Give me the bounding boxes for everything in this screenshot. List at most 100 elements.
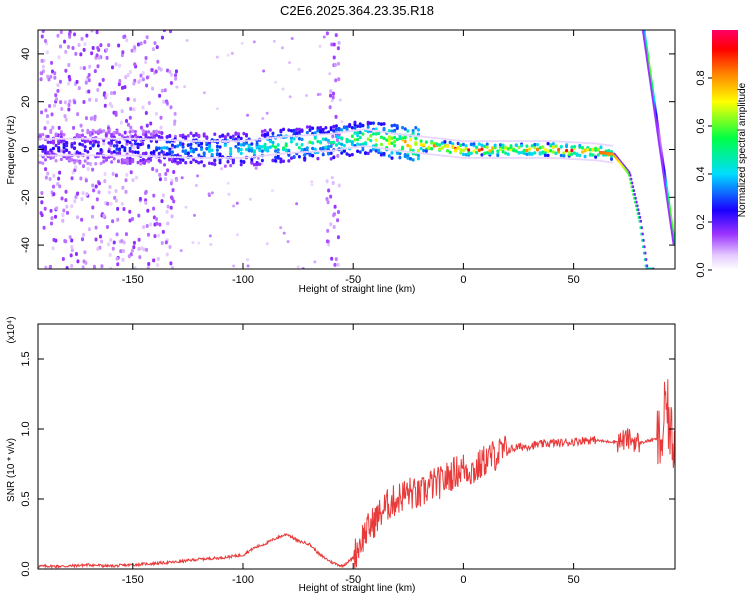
spectrogram-cell	[155, 129, 159, 134]
spectrogram-cell	[300, 137, 304, 142]
spectrogram-cell	[91, 45, 95, 50]
spectrogram-cell	[170, 214, 174, 219]
spectrogram-cell	[107, 141, 111, 145]
spectrogram-cell	[348, 153, 352, 158]
spectrogram-cell	[126, 73, 130, 78]
spectrogram-cell	[632, 185, 635, 189]
spectrogram-cell	[260, 154, 264, 157]
spectrogram-cell	[213, 140, 217, 143]
spectrogram-cell	[94, 154, 98, 157]
spectrogram-cell	[509, 145, 513, 149]
spectrogram-cell	[387, 154, 391, 158]
spectrogram-cell	[520, 140, 524, 143]
spectrogram-cell	[166, 204, 170, 209]
spectrogram-cell	[186, 151, 190, 156]
spectrogram-cell	[111, 219, 115, 224]
spectrogram-cell	[340, 128, 344, 132]
spectrogram-cell	[110, 137, 114, 140]
spectrogram-cell	[260, 149, 264, 153]
spectrogram-cell	[255, 138, 259, 141]
spectrogram-cell	[522, 140, 526, 143]
spectrogram-cell	[461, 142, 465, 147]
spectrogram-cell	[295, 134, 299, 137]
spectrogram-cell	[38, 160, 42, 165]
spectrogram-cell	[483, 140, 487, 143]
spectrogram-cell	[332, 129, 336, 133]
spectrogram-cell	[51, 125, 55, 130]
spectrogram-cell	[543, 150, 547, 155]
spectrogram-cell	[200, 160, 204, 164]
spectrogram-cell	[459, 151, 463, 155]
spectrogram-cell	[493, 143, 497, 148]
spectrogram-cell	[68, 77, 72, 82]
spectrogram-cell	[176, 160, 180, 165]
spectrogram-cell	[401, 150, 405, 153]
spectrogram-cell	[591, 148, 595, 152]
spectrogram-cell	[629, 173, 632, 177]
spectrogram-cell	[631, 181, 634, 185]
spectrogram-cell	[165, 134, 169, 139]
spectrogram-cell	[155, 133, 159, 137]
spectrogram-cell	[260, 162, 264, 166]
spectrogram-cell	[319, 133, 323, 136]
spectrogram-cell	[218, 158, 222, 162]
spectrogram-cell	[464, 156, 468, 159]
spectrogram-cell	[268, 153, 272, 156]
spectrogram-cell	[213, 158, 217, 162]
spectrogram-cell	[75, 154, 79, 157]
spectrogram-cell	[81, 154, 85, 157]
spectrogram-cell	[109, 266, 113, 269]
spectrogram-cell	[38, 145, 42, 149]
spectrogram-cell	[202, 152, 206, 156]
spectrogram-cell	[229, 149, 233, 154]
spectrogram-cell	[152, 138, 156, 141]
spectrogram-cell	[483, 151, 487, 156]
spectrogram-cell	[139, 142, 143, 147]
spectrogram-cell	[638, 212, 641, 216]
spectrogram-cell	[390, 123, 394, 128]
spectrogram-cell	[393, 128, 397, 133]
spectrogram-cell	[152, 134, 156, 138]
spectrogram-cell	[350, 140, 354, 145]
spectrogram-cell	[419, 139, 423, 143]
spectrogram-cell	[145, 247, 149, 252]
spectrogram-cell	[96, 46, 100, 51]
spectrogram-cell	[260, 145, 264, 149]
spectrogram-cell	[120, 85, 124, 90]
spectrogram-cell	[141, 138, 145, 141]
spectrogram-cell	[551, 145, 555, 150]
spectrogram-cell	[43, 151, 47, 155]
spectrogram-cell	[125, 160, 129, 165]
spectrogram-cell	[43, 148, 47, 152]
spectrogram-cell	[146, 208, 150, 213]
spectrogram-cell	[292, 130, 296, 135]
spectrogram-cell	[41, 132, 45, 137]
spectrogram-cell	[477, 142, 481, 146]
spectrogram-cell	[120, 144, 124, 149]
spectrogram-cell	[40, 191, 44, 196]
spectrogram-cell	[99, 43, 103, 48]
spectrogram-cell	[393, 135, 397, 140]
spectrogram-cell	[409, 144, 413, 149]
spectrogram-cell	[361, 145, 365, 148]
spectrogram-cell	[369, 129, 373, 132]
spectrogram-cell	[58, 184, 62, 189]
spectrogram-cell	[169, 105, 173, 110]
spectrogram-cell	[43, 158, 47, 162]
spectrogram-cell	[197, 153, 201, 157]
spectrogram-cell	[583, 141, 587, 144]
spectrogram-cell	[330, 42, 334, 47]
spectrogram-cell	[157, 146, 161, 150]
spectrogram-cell	[186, 156, 190, 159]
spectrogram-cell	[329, 149, 333, 152]
spectrogram-cell	[348, 123, 352, 127]
spectrogram-x-tick-label: 50	[567, 274, 579, 286]
spectrogram-cell	[161, 229, 165, 234]
spectrogram-cell	[520, 156, 524, 159]
spectrogram-cell	[112, 144, 116, 148]
spectrogram-cell	[97, 190, 101, 195]
spectrogram-cell	[73, 160, 77, 165]
spectrogram-cell	[102, 92, 106, 97]
spectrogram-cell	[229, 163, 233, 168]
spectrogram-cell	[483, 144, 487, 149]
